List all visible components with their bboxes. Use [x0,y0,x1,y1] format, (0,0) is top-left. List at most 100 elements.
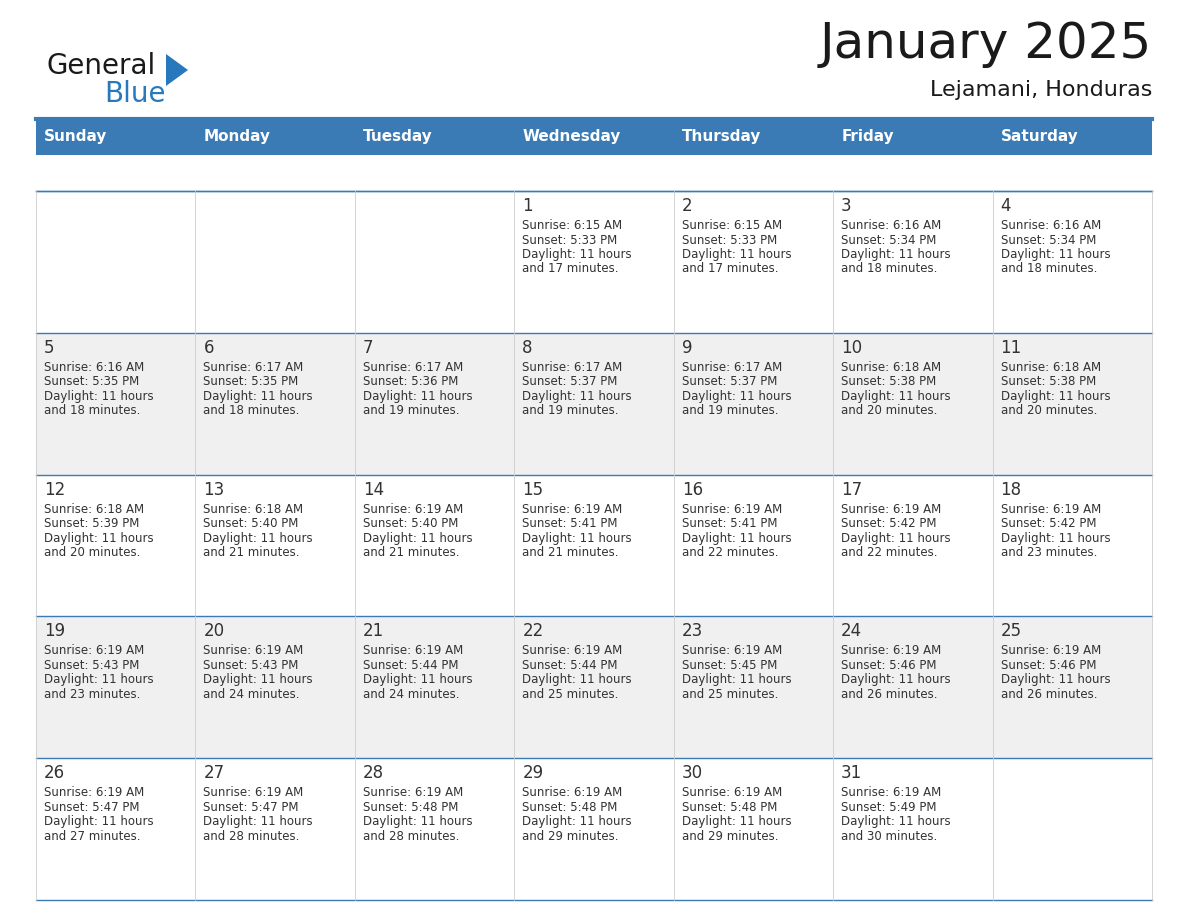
Text: Sunset: 5:39 PM: Sunset: 5:39 PM [44,517,139,530]
Text: Sunset: 5:43 PM: Sunset: 5:43 PM [44,659,139,672]
Text: 25: 25 [1000,622,1022,641]
Text: Daylight: 11 hours: Daylight: 11 hours [682,815,791,828]
Bar [36,616,1152,758]
Text: Monday: Monday [203,129,271,144]
Text: Daylight: 11 hours: Daylight: 11 hours [203,390,314,403]
Text: Daylight: 11 hours: Daylight: 11 hours [841,815,950,828]
Text: and 23 minutes.: and 23 minutes. [1000,546,1097,559]
Text: Sunset: 5:42 PM: Sunset: 5:42 PM [841,517,936,530]
Text: Sunrise: 6:19 AM: Sunrise: 6:19 AM [362,502,463,516]
Text: Sunrise: 6:19 AM: Sunrise: 6:19 AM [841,502,941,516]
Text: and 23 minutes.: and 23 minutes. [44,688,140,701]
Text: Daylight: 11 hours: Daylight: 11 hours [362,532,473,544]
Text: Sunrise: 6:19 AM: Sunrise: 6:19 AM [682,786,782,800]
Text: Daylight: 11 hours: Daylight: 11 hours [523,674,632,687]
Polygon shape [166,54,188,86]
Text: Sunrise: 6:15 AM: Sunrise: 6:15 AM [523,219,623,232]
Text: Sunrise: 6:19 AM: Sunrise: 6:19 AM [362,786,463,800]
Text: Sunset: 5:48 PM: Sunset: 5:48 PM [523,800,618,813]
Text: and 20 minutes.: and 20 minutes. [1000,404,1097,418]
Text: and 28 minutes.: and 28 minutes. [362,830,460,843]
Text: Sunset: 5:38 PM: Sunset: 5:38 PM [1000,375,1095,388]
Text: 5: 5 [44,339,55,357]
Text: Daylight: 11 hours: Daylight: 11 hours [841,248,950,261]
Text: Sunrise: 6:19 AM: Sunrise: 6:19 AM [682,502,782,516]
Text: Sunset: 5:45 PM: Sunset: 5:45 PM [682,659,777,672]
Text: 1: 1 [523,197,533,215]
Text: and 19 minutes.: and 19 minutes. [362,404,460,418]
Text: Daylight: 11 hours: Daylight: 11 hours [1000,390,1111,403]
Text: Sunset: 5:41 PM: Sunset: 5:41 PM [682,517,777,530]
Text: Sunrise: 6:19 AM: Sunrise: 6:19 AM [362,644,463,657]
Text: Sunset: 5:49 PM: Sunset: 5:49 PM [841,800,936,813]
Text: Sunset: 5:42 PM: Sunset: 5:42 PM [1000,517,1097,530]
Text: Sunset: 5:40 PM: Sunset: 5:40 PM [203,517,299,530]
Text: and 22 minutes.: and 22 minutes. [682,546,778,559]
Text: Sunset: 5:41 PM: Sunset: 5:41 PM [523,517,618,530]
Text: Sunrise: 6:19 AM: Sunrise: 6:19 AM [682,644,782,657]
Text: and 28 minutes.: and 28 minutes. [203,830,299,843]
Text: Daylight: 11 hours: Daylight: 11 hours [44,815,153,828]
Text: Sunrise: 6:18 AM: Sunrise: 6:18 AM [203,502,304,516]
Text: and 24 minutes.: and 24 minutes. [362,688,460,701]
Text: Daylight: 11 hours: Daylight: 11 hours [682,390,791,403]
Text: Sunrise: 6:19 AM: Sunrise: 6:19 AM [1000,644,1101,657]
Text: Thursday: Thursday [682,129,762,144]
Text: Sunset: 5:48 PM: Sunset: 5:48 PM [362,800,459,813]
Text: and 22 minutes.: and 22 minutes. [841,546,937,559]
Text: Daylight: 11 hours: Daylight: 11 hours [523,532,632,544]
Text: Daylight: 11 hours: Daylight: 11 hours [841,390,950,403]
Text: and 27 minutes.: and 27 minutes. [44,830,140,843]
Text: Sunday: Sunday [44,129,107,144]
Text: 7: 7 [362,339,373,357]
Text: and 18 minutes.: and 18 minutes. [841,263,937,275]
Text: Sunset: 5:47 PM: Sunset: 5:47 PM [203,800,299,813]
Text: Sunset: 5:46 PM: Sunset: 5:46 PM [841,659,936,672]
Text: January 2025: January 2025 [820,20,1152,68]
Text: Sunset: 5:47 PM: Sunset: 5:47 PM [44,800,139,813]
Text: 10: 10 [841,339,862,357]
Text: Sunrise: 6:18 AM: Sunrise: 6:18 AM [44,502,144,516]
Text: Lejamani, Honduras: Lejamani, Honduras [930,80,1152,100]
Text: and 21 minutes.: and 21 minutes. [362,546,460,559]
Text: General: General [46,52,156,80]
Text: Sunset: 5:44 PM: Sunset: 5:44 PM [362,659,459,672]
Text: Daylight: 11 hours: Daylight: 11 hours [682,674,791,687]
Text: 13: 13 [203,481,225,498]
Text: Sunset: 5:36 PM: Sunset: 5:36 PM [362,375,459,388]
Text: and 25 minutes.: and 25 minutes. [523,688,619,701]
Text: 27: 27 [203,764,225,782]
Text: Sunrise: 6:18 AM: Sunrise: 6:18 AM [1000,361,1101,374]
Text: Daylight: 11 hours: Daylight: 11 hours [523,248,632,261]
Text: Daylight: 11 hours: Daylight: 11 hours [203,674,314,687]
Text: and 24 minutes.: and 24 minutes. [203,688,299,701]
Text: Sunset: 5:34 PM: Sunset: 5:34 PM [841,233,936,247]
Text: and 26 minutes.: and 26 minutes. [841,688,937,701]
Text: and 20 minutes.: and 20 minutes. [841,404,937,418]
Text: 20: 20 [203,622,225,641]
Text: 15: 15 [523,481,543,498]
Text: and 21 minutes.: and 21 minutes. [203,546,299,559]
Text: Sunrise: 6:19 AM: Sunrise: 6:19 AM [44,786,144,800]
Text: Daylight: 11 hours: Daylight: 11 hours [523,390,632,403]
Text: 4: 4 [1000,197,1011,215]
Text: Sunset: 5:48 PM: Sunset: 5:48 PM [682,800,777,813]
Text: Sunset: 5:40 PM: Sunset: 5:40 PM [362,517,459,530]
Text: and 21 minutes.: and 21 minutes. [523,546,619,559]
Text: and 17 minutes.: and 17 minutes. [682,263,778,275]
Text: Sunrise: 6:18 AM: Sunrise: 6:18 AM [841,361,941,374]
Text: Daylight: 11 hours: Daylight: 11 hours [1000,248,1111,261]
Text: Saturday: Saturday [1000,129,1079,144]
Text: Sunset: 5:37 PM: Sunset: 5:37 PM [523,375,618,388]
Text: Daylight: 11 hours: Daylight: 11 hours [203,815,314,828]
Text: and 26 minutes.: and 26 minutes. [1000,688,1097,701]
Text: Tuesday: Tuesday [362,129,432,144]
Text: Sunset: 5:43 PM: Sunset: 5:43 PM [203,659,299,672]
Text: 12: 12 [44,481,65,498]
Text: 2: 2 [682,197,693,215]
Text: Daylight: 11 hours: Daylight: 11 hours [44,532,153,544]
Text: and 30 minutes.: and 30 minutes. [841,830,937,843]
Text: Daylight: 11 hours: Daylight: 11 hours [841,674,950,687]
Text: and 18 minutes.: and 18 minutes. [1000,263,1097,275]
Text: and 19 minutes.: and 19 minutes. [523,404,619,418]
